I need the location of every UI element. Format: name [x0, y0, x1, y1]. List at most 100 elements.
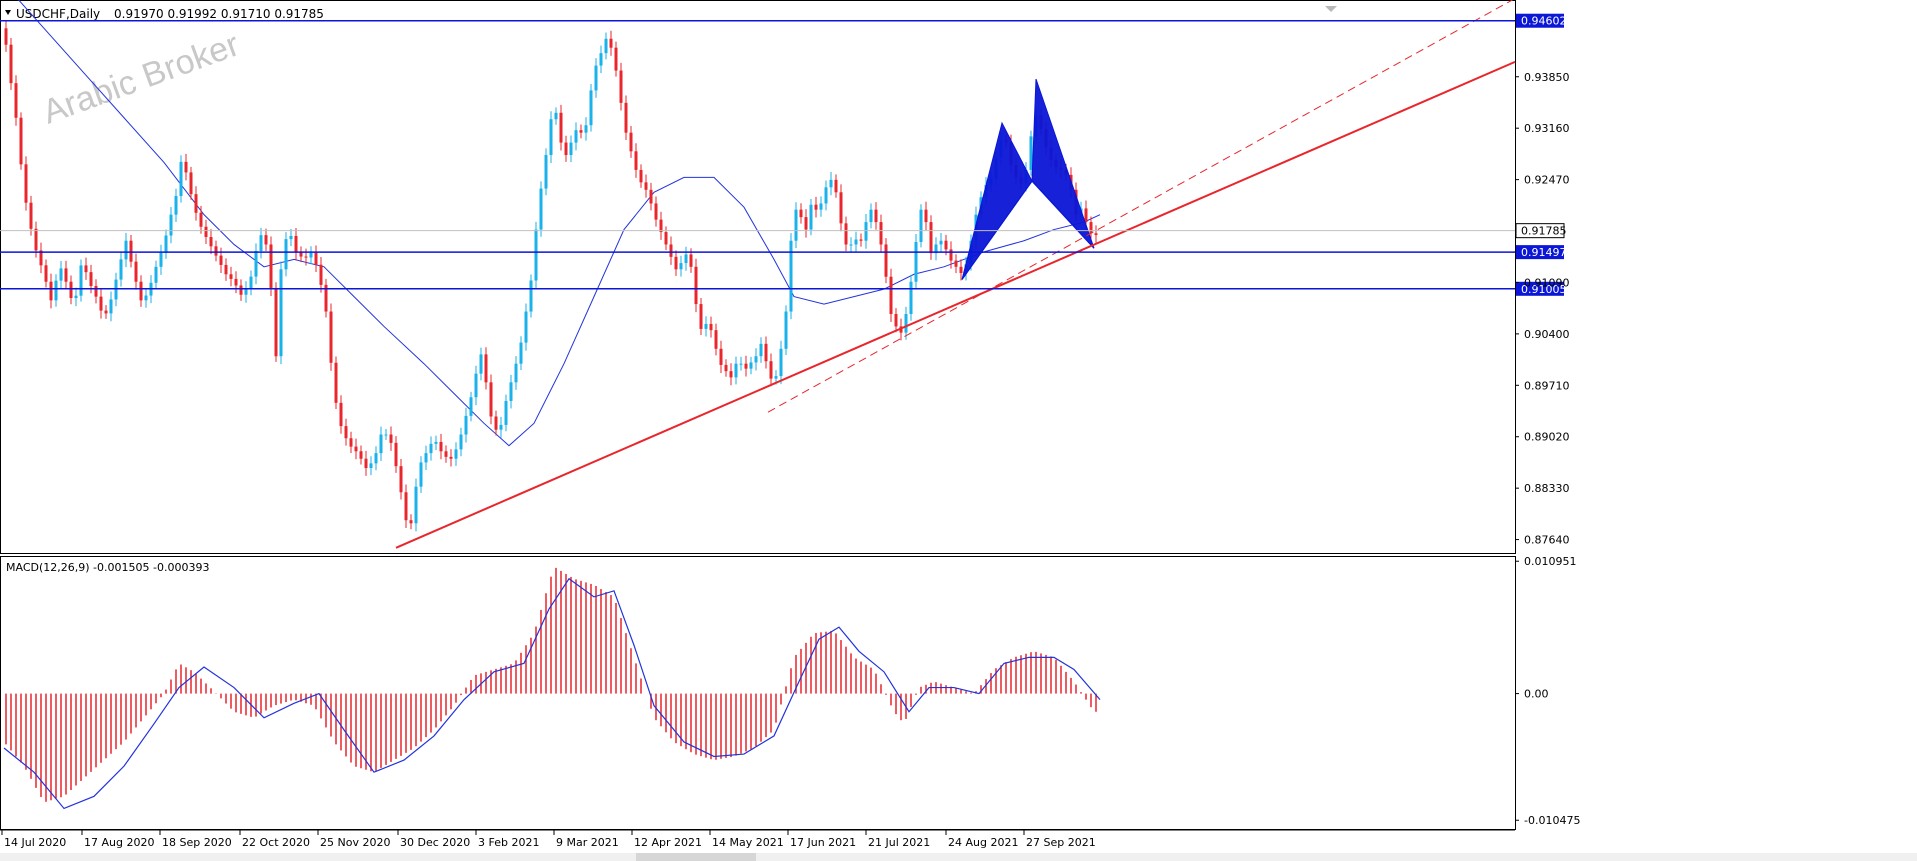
candle-body [609, 38, 613, 48]
main-price-panel [0, 0, 1516, 554]
candle-body [809, 204, 813, 230]
horizontal-levels[interactable]: 0.94602 0.91497 0.91005 0.91785 [0, 13, 1567, 296]
candle-body [774, 376, 778, 379]
candle-body [174, 196, 178, 215]
candle-body [139, 281, 143, 301]
candle-body [99, 296, 103, 311]
candle-body [874, 209, 878, 223]
candle-body [794, 209, 798, 241]
candle-body [289, 235, 293, 240]
candle-body [909, 281, 913, 315]
candle-body [929, 222, 933, 254]
candle-body [664, 232, 668, 245]
scrollbar-thumb[interactable] [636, 853, 756, 861]
candle-body [194, 194, 198, 213]
candle-body [224, 264, 228, 275]
candle-body [424, 453, 428, 463]
time-tick-label: 22 Oct 2020 [242, 836, 310, 849]
candle-body [849, 244, 853, 246]
harmonic-pattern[interactable] [961, 78, 1095, 280]
candle-body [369, 463, 373, 469]
candle-body [634, 151, 638, 170]
price-tick-label: 0.89710 [1524, 379, 1570, 392]
candle-body [704, 323, 708, 329]
harmonic-base-line[interactable] [961, 180, 1095, 280]
level-price-tag [1516, 281, 1564, 296]
candle-body [349, 438, 353, 447]
candle-body [449, 456, 453, 459]
candle-body [134, 261, 138, 282]
time-tick-label: 3 Feb 2021 [478, 836, 539, 849]
support-trend-line[interactable] [395, 60, 1516, 549]
candle-body [49, 281, 53, 301]
candle-body [644, 182, 648, 190]
candle-body [734, 363, 738, 378]
moving-average-line [17, 0, 1101, 447]
macd-axis: 0.010951 0.00 -0.010475 [1515, 555, 1580, 827]
candle-body [1084, 208, 1088, 223]
candle-body [274, 287, 278, 357]
price-axis-background [1516, 0, 1917, 861]
candle-body [264, 235, 268, 245]
macd-histogram [5, 567, 1097, 802]
candle-body [869, 209, 873, 223]
candle-body [214, 246, 218, 256]
bottom-scrollbar[interactable] [0, 853, 1917, 861]
menu-triangle-icon[interactable] [5, 10, 11, 15]
moving-average-path [17, 0, 1101, 447]
candle-body [294, 235, 298, 252]
candle-body [814, 204, 818, 210]
ohlc-readout: 0.91970 0.91992 0.91710 0.91785 [114, 7, 324, 21]
time-axis: 14 Jul 2020 17 Aug 2020 18 Sep 2020 22 Oct … [0, 829, 1515, 849]
candle-body [219, 255, 223, 265]
time-tick-label: 17 Jun 2021 [790, 836, 856, 849]
candle-body [239, 285, 243, 295]
chart-shift-marker-icon[interactable] [1325, 6, 1337, 12]
price-tick-label: 0.93850 [1524, 71, 1570, 84]
candle-body [144, 295, 148, 301]
time-tick-label: 14 May 2021 [712, 836, 784, 849]
macd-signal-path [3, 577, 1101, 810]
candle-body [204, 226, 208, 237]
candle-body [839, 192, 843, 224]
candle-body [364, 458, 368, 469]
candle-body [154, 266, 158, 283]
candle-body [484, 354, 488, 383]
candle-body [94, 285, 98, 297]
candle-body [524, 311, 528, 343]
level-price-label: 0.91005 [1521, 283, 1567, 296]
macd-tick-label: -0.010475 [1524, 814, 1580, 827]
candle-body [69, 281, 73, 299]
candle-body [1029, 136, 1033, 170]
candle-body [784, 311, 788, 349]
candle-body [464, 415, 468, 435]
candle-body [169, 214, 173, 236]
candle-body [934, 244, 938, 254]
price-tick-label: 0.92470 [1524, 174, 1570, 187]
last-price-tag [1515, 223, 1565, 239]
candle-body [759, 343, 763, 357]
candle-body [724, 364, 728, 372]
candle-body [359, 451, 363, 459]
candle-body [559, 112, 563, 143]
candle-body [834, 179, 838, 193]
trend-lines[interactable] [395, 0, 1516, 549]
candle-body [859, 239, 863, 241]
candle-body [529, 280, 533, 312]
candle-body [564, 142, 568, 156]
candle-body [329, 311, 333, 363]
price-tick-label: 0.90400 [1524, 328, 1570, 341]
price-tick-label: 0.88330 [1524, 482, 1570, 495]
candle-body [54, 280, 58, 301]
candle-body [499, 424, 503, 430]
candle-body [184, 161, 188, 173]
candle-body [309, 252, 313, 258]
candle-body [9, 44, 13, 84]
candle-body [744, 363, 748, 369]
candle-body [74, 295, 78, 299]
candle-body [299, 251, 303, 257]
candle-body [454, 449, 458, 459]
candle-body [414, 486, 418, 524]
